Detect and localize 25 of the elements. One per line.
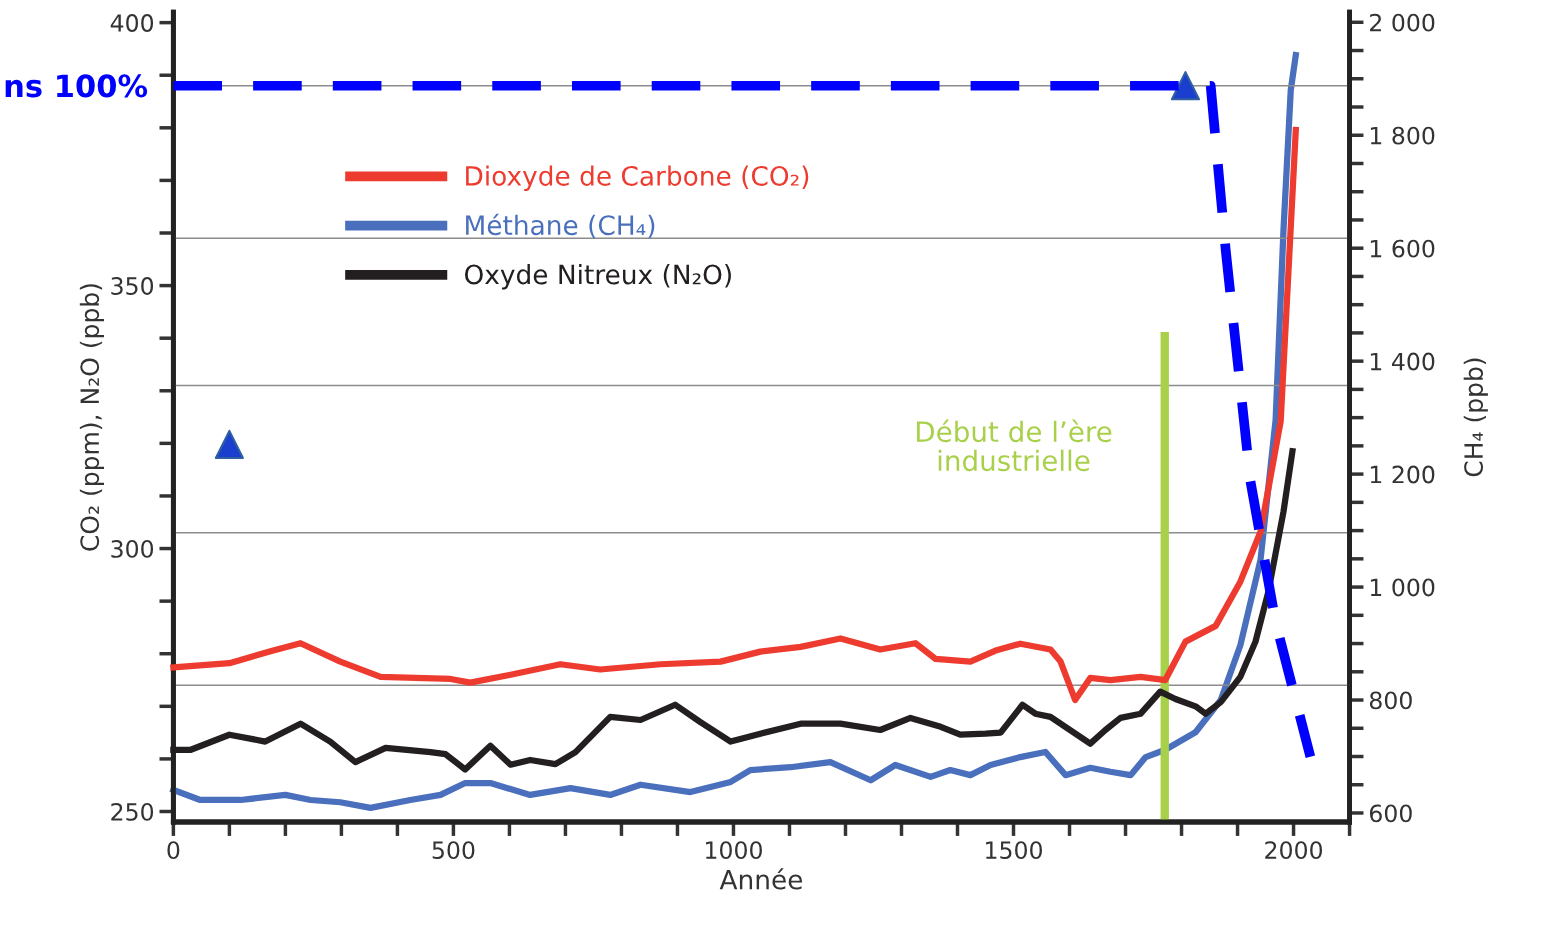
y2-tick-label: 1 000 — [1370, 578, 1435, 597]
y-tick-label: 250 — [111, 802, 154, 821]
x-axis-title: Année — [719, 868, 803, 890]
x-tick-label: 1500 — [986, 841, 1042, 860]
y2-tick-label: 800 — [1369, 691, 1412, 710]
y2-tick-label: 2 000 — [1370, 13, 1435, 32]
text: ns 100% — [5, 74, 148, 98]
x-tick-label: 2000 — [1265, 841, 1323, 860]
y-tick-label: 400 — [110, 14, 154, 32]
y2-tick-label: 1 200 — [1370, 465, 1435, 484]
y2-axis-title: CH₄ (ppb) — [1463, 358, 1488, 477]
y-tick-label: 350 — [111, 277, 154, 295]
y-tick-label: 300 — [111, 540, 154, 558]
y2-tick-label: 600 — [1369, 804, 1412, 823]
y2-tick-label: 1 800 — [1370, 126, 1435, 145]
y2-tick-label: 1 400 — [1370, 352, 1435, 371]
legend-label: Oxyde Nitreux (N₂O) — [464, 264, 731, 290]
x-tick-label: 500 — [432, 841, 475, 860]
y2-tick-label: 1 600 — [1370, 239, 1435, 258]
y-axis-title: CO₂ (ppm), N₂O (ppb) — [79, 284, 105, 551]
x-tick-label: 0 — [167, 841, 180, 860]
ref-line-label: Début de l’ère industrielle — [916, 419, 1112, 472]
x-tick-label: 1000 — [706, 841, 762, 860]
legend-label: Méthane (CH₄) — [466, 213, 655, 239]
legend-label: Dioxyde de Carbone (CO₂) — [466, 165, 809, 191]
